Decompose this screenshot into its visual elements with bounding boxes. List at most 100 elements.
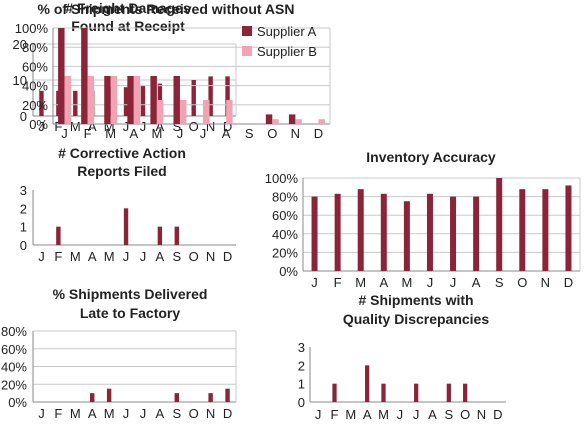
- x-tick-label: J: [311, 275, 318, 290]
- y-tick-label: 10: [13, 73, 27, 88]
- x-tick-label: D: [314, 126, 323, 141]
- x-tick-label: J: [61, 126, 68, 141]
- y-tick-label: 0%: [279, 264, 298, 279]
- chart-title-line: # Shipments with: [358, 292, 473, 308]
- panel-inventory: Inventory Accuracy 0% 20% 40% 60% 80% 100% J F M A…: [250, 145, 584, 290]
- bar: [226, 100, 233, 124]
- legend-swatch: [242, 46, 252, 56]
- x-tick-label: N: [206, 406, 215, 421]
- y-tick-label: 20: [13, 37, 27, 52]
- bar: [173, 76, 180, 124]
- chart-title-line: % Shipments Delivered: [53, 286, 208, 302]
- x-tick-label: A: [472, 275, 481, 290]
- chart-title-line: # Corrective Action: [58, 145, 186, 161]
- x-tick-label: D: [223, 249, 232, 264]
- x-tick-label: O: [460, 407, 470, 422]
- bar: [542, 189, 549, 271]
- bar: [87, 76, 95, 124]
- panel-late: % Shipments Delivered Late to Factory 0% 20…: [0, 285, 244, 426]
- bar: [64, 76, 72, 124]
- bar: [288, 114, 296, 124]
- x-tick-label: F: [334, 275, 342, 290]
- x-tick-label: J: [177, 126, 184, 141]
- x-tick-label: M: [104, 249, 115, 264]
- bar: [179, 100, 187, 124]
- x-tick-label: S: [172, 406, 181, 421]
- bar: [73, 90, 78, 116]
- bar: [208, 393, 213, 402]
- y-tick-label: 80%: [22, 40, 48, 55]
- bar: [110, 76, 118, 124]
- x-tick-label: J: [123, 406, 130, 421]
- x-tick-label: A: [156, 249, 165, 264]
- x-tick-label: S: [444, 407, 453, 422]
- bar: [446, 383, 451, 402]
- bar: [157, 83, 163, 116]
- bar: [365, 365, 370, 402]
- bar: [272, 119, 279, 124]
- chart-title-line: Reports Filed: [77, 163, 166, 179]
- x-tick-label: D: [223, 119, 232, 134]
- y-tick-label: 1: [298, 377, 305, 392]
- y-tick-label: 60%: [22, 59, 48, 74]
- x-tick-label: J: [38, 249, 45, 264]
- y-tick-label: 60%: [1, 342, 27, 357]
- x-tick-label: M: [105, 126, 116, 141]
- x-tick-label: J: [123, 249, 130, 264]
- x-tick-label: D: [493, 407, 502, 422]
- x-tick-label: J: [397, 407, 404, 422]
- x-tick-label: F: [331, 407, 339, 422]
- bar: [380, 193, 387, 271]
- bar: [334, 193, 341, 271]
- bar: [174, 226, 179, 245]
- chart-late-deliveries: % Shipments Delivered Late to Factory 0% 20…: [1, 286, 237, 421]
- chart-title-line: Quality Discrepancies: [343, 311, 490, 327]
- bar: [127, 76, 134, 124]
- bar: [133, 76, 141, 124]
- x-tick-label: M: [70, 249, 81, 264]
- x-tick-label: F: [54, 249, 62, 264]
- x-tick-label: N: [206, 119, 215, 134]
- x-tick-label: A: [363, 407, 372, 422]
- panel-corrective-action: # Corrective Action Reports Filed 0 1 2 3 J F M A…: [0, 145, 244, 275]
- y-tick-label: 3: [298, 340, 305, 355]
- y-tick-label: 40%: [1, 360, 27, 375]
- x-tick-label: A: [156, 406, 165, 421]
- legend-label: Supplier B: [257, 44, 317, 59]
- x-tick-label: J: [413, 407, 420, 422]
- panel-quality: # Shipments with Quality Discrepancies 0 1 2…: [250, 285, 584, 426]
- x-tick-label: M: [104, 406, 115, 421]
- chart-title-line: Late to Factory: [80, 305, 181, 321]
- bar: [140, 85, 146, 116]
- y-tick-label: 3: [20, 183, 27, 198]
- bar: [414, 383, 419, 402]
- y-tick-label: 100%: [265, 171, 299, 186]
- x-tick-label: D: [564, 275, 573, 290]
- x-tick-label: J: [123, 119, 130, 134]
- chart-title-line: % of Shipments Received without ASN: [38, 1, 295, 17]
- x-tick-label: M: [70, 406, 81, 421]
- bar: [426, 193, 433, 271]
- bar: [81, 28, 88, 124]
- bar: [519, 189, 526, 271]
- x-tick-label: M: [151, 126, 162, 141]
- y-tick-label: 0: [20, 109, 27, 124]
- x-tick-label: J: [315, 407, 322, 422]
- y-tick-label: 2: [298, 358, 305, 373]
- x-tick-label: M: [104, 119, 115, 134]
- x-tick-label: J: [140, 119, 147, 134]
- y-tick-label: 80%: [1, 324, 27, 339]
- bar: [39, 90, 44, 116]
- y-tick-label: 0%: [8, 395, 27, 410]
- legend-label: Supplier A: [257, 24, 317, 39]
- bar: [318, 119, 325, 124]
- x-tick-label: F: [54, 406, 62, 421]
- bar: [450, 196, 457, 271]
- x-tick-label: J: [450, 275, 457, 290]
- bar: [56, 226, 61, 245]
- x-tick-label: J: [38, 406, 45, 421]
- x-tick-label: S: [172, 119, 181, 134]
- legend-swatch: [242, 26, 252, 36]
